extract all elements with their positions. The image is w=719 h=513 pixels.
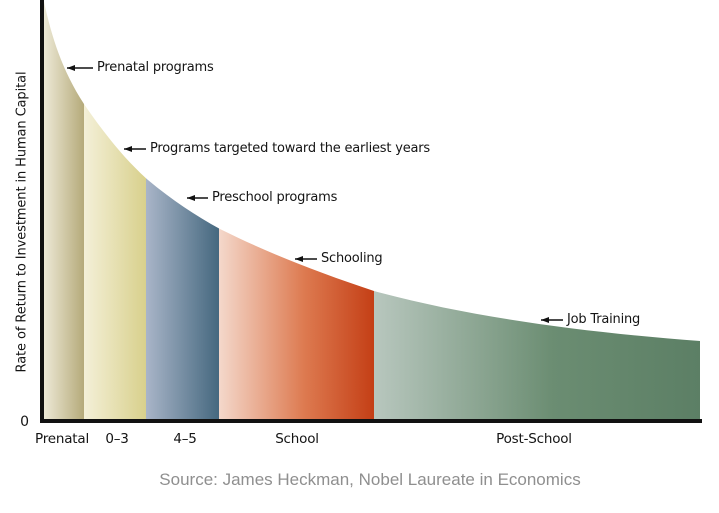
- y-axis-title: Rate of Return to Investment in Human Ca…: [14, 71, 30, 373]
- annotation-schooling: Schooling: [321, 251, 383, 267]
- x-tick-4-5: 4–5: [173, 431, 197, 447]
- band-school: [219, 2, 374, 419]
- annotation-job-training: Job Training: [567, 312, 641, 328]
- x-tick-school: School: [275, 431, 319, 447]
- annotation-arrows: [67, 65, 563, 323]
- x-tick-0-3: 0–3: [105, 431, 129, 447]
- x-tick-post-school: Post-School: [496, 431, 572, 447]
- annotation-preschool: Preschool programs: [212, 190, 338, 206]
- y-axis-line: [40, 0, 44, 423]
- annotation-prenatal-programs: Prenatal programs: [97, 60, 214, 76]
- annotation-earliest-years: Programs targeted toward the earliest ye…: [150, 141, 430, 157]
- source-caption: Source: James Heckman, Nobel Laureate in…: [159, 470, 581, 489]
- band-prenatal: [44, 2, 84, 419]
- band-post-school: [374, 2, 700, 419]
- x-tick-prenatal: Prenatal: [34, 431, 90, 447]
- x-axis-line: [40, 419, 702, 423]
- origin-zero-label: 0: [20, 414, 29, 430]
